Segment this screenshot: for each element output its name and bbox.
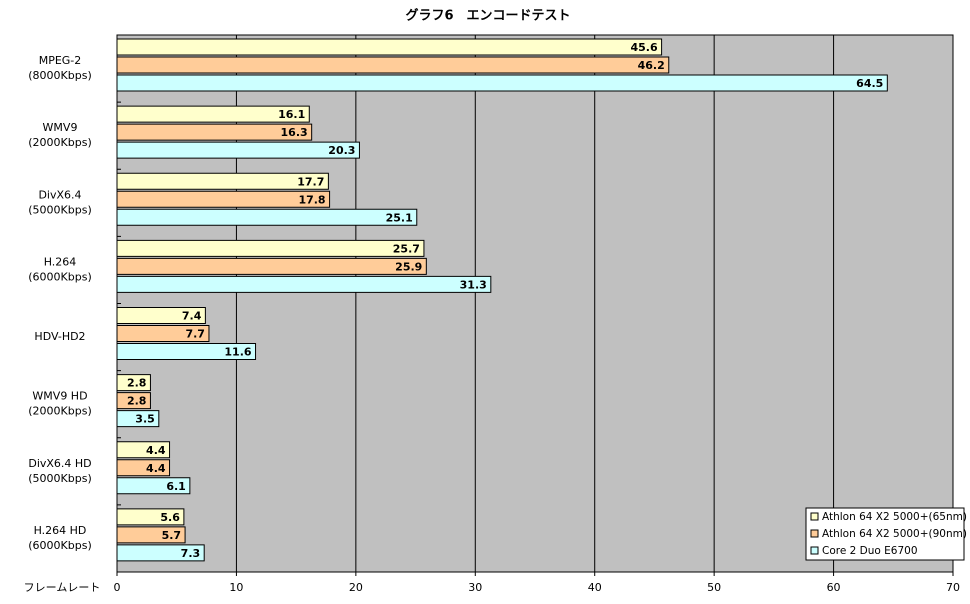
x-tick-label: 70 bbox=[946, 581, 960, 594]
value-label: 7.3 bbox=[181, 547, 201, 560]
legend-swatch bbox=[810, 529, 819, 538]
value-label: 16.1 bbox=[278, 108, 305, 121]
x-tick-label: 20 bbox=[349, 581, 363, 594]
value-label: 5.7 bbox=[162, 529, 182, 542]
y-tick-label: MPEG-2 bbox=[39, 54, 82, 67]
legend-swatch bbox=[810, 546, 819, 555]
bar bbox=[116, 392, 151, 410]
bar bbox=[116, 239, 425, 257]
bar bbox=[116, 257, 427, 275]
bar bbox=[116, 459, 171, 477]
y-tick-label: WMV9 HD bbox=[32, 390, 87, 403]
bar bbox=[116, 307, 206, 324]
bar bbox=[116, 526, 186, 544]
y-tick-label: (6000Kbps) bbox=[28, 270, 92, 283]
value-label: 4.4 bbox=[146, 462, 166, 475]
value-label: 64.5 bbox=[856, 77, 883, 90]
legend-label: Athlon 64 X2 5000+(90nm) bbox=[822, 528, 967, 540]
legend-swatch bbox=[810, 512, 819, 521]
value-label: 17.7 bbox=[297, 175, 324, 188]
bar bbox=[116, 275, 492, 293]
value-label: 3.5 bbox=[135, 413, 155, 426]
value-label: 20.3 bbox=[328, 144, 355, 157]
value-label: 25.9 bbox=[395, 260, 422, 273]
bar bbox=[116, 374, 151, 392]
bar bbox=[116, 105, 310, 123]
y-tick-label: DivX6.4 HD bbox=[28, 457, 91, 470]
x-tick-label: 10 bbox=[229, 581, 243, 594]
value-label: 11.6 bbox=[224, 346, 251, 359]
bar bbox=[116, 477, 191, 495]
x-tick-label: 0 bbox=[114, 581, 121, 594]
y-tick-label: H.264 HD bbox=[34, 524, 87, 537]
value-label: 5.6 bbox=[160, 511, 180, 524]
legend-box bbox=[805, 507, 965, 561]
y-tick-label: (2000Kbps) bbox=[28, 136, 92, 149]
bar bbox=[116, 325, 210, 342]
legend-label: Core 2 Duo E6700 bbox=[822, 545, 918, 557]
legend-label: Athlon 64 X2 5000+(65nm) bbox=[822, 511, 967, 523]
bar bbox=[116, 74, 888, 92]
bar bbox=[116, 410, 160, 428]
x-tick-label: 30 bbox=[468, 581, 482, 594]
y-tick-label: (2000Kbps) bbox=[28, 405, 92, 418]
value-label: 25.7 bbox=[393, 242, 420, 255]
value-label: 17.8 bbox=[298, 193, 325, 206]
bar bbox=[116, 141, 360, 159]
bar bbox=[116, 544, 205, 562]
y-tick-label: DivX6.4 bbox=[38, 188, 81, 201]
value-label: 7.7 bbox=[185, 328, 205, 341]
bar bbox=[116, 343, 257, 360]
value-label: 4.4 bbox=[146, 444, 166, 457]
y-tick-label: (8000Kbps) bbox=[28, 69, 92, 82]
bar bbox=[116, 208, 418, 226]
value-label: 7.4 bbox=[182, 310, 202, 323]
value-label: 2.8 bbox=[127, 377, 147, 390]
bar bbox=[116, 441, 171, 459]
value-label: 46.2 bbox=[638, 59, 665, 72]
value-label: 2.8 bbox=[127, 395, 147, 408]
x-tick-label: 40 bbox=[588, 581, 602, 594]
y-tick-label: HDV-HD2 bbox=[34, 330, 85, 343]
bar bbox=[116, 172, 329, 190]
x-tick-label: 50 bbox=[707, 581, 721, 594]
chart-title: グラフ6 エンコードテスト bbox=[405, 8, 570, 24]
y-tick-label: WMV9 bbox=[43, 121, 78, 134]
y-tick-label: (6000Kbps) bbox=[28, 539, 92, 552]
y-tick-label: (5000Kbps) bbox=[28, 472, 92, 485]
value-label: 45.6 bbox=[630, 41, 657, 54]
y-tick-label: H.264 bbox=[44, 255, 77, 268]
y-tick-label: (5000Kbps) bbox=[28, 203, 92, 216]
bar bbox=[116, 38, 663, 56]
bar bbox=[116, 123, 313, 141]
bar bbox=[116, 508, 185, 526]
value-label: 16.3 bbox=[281, 126, 308, 139]
x-axis-label: フレームレート bbox=[24, 581, 101, 594]
value-label: 25.1 bbox=[386, 211, 413, 224]
bar bbox=[116, 190, 331, 208]
bar bbox=[116, 56, 670, 74]
value-label: 31.3 bbox=[460, 278, 487, 291]
x-tick-label: 60 bbox=[827, 581, 841, 594]
value-label: 6.1 bbox=[166, 480, 186, 493]
